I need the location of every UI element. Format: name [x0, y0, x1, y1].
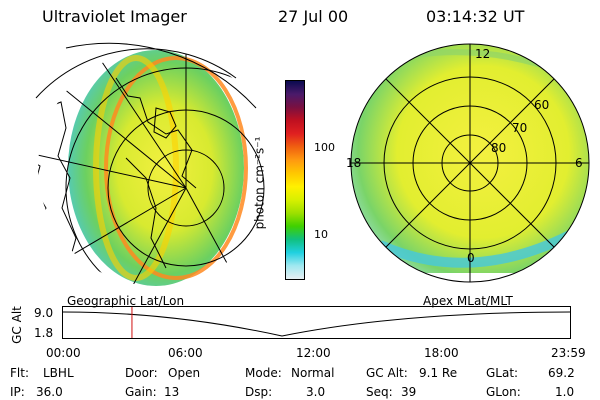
mlat-label-80: 80 [491, 141, 507, 155]
timeline-ytick-high: 9.0 [34, 306, 54, 320]
mode-label: Mode: [245, 366, 282, 380]
mlat-label-60: 60 [534, 98, 550, 112]
time-label: 03:14:32 UT [426, 7, 525, 26]
glat-value: 69.2 [548, 366, 575, 380]
colorbar-tick-10: 10 [314, 228, 328, 241]
mlt-label-12: 12 [475, 47, 491, 61]
timeline-xtick-1800: 18:00 [424, 346, 459, 360]
mode-value: Normal [291, 366, 335, 380]
aurora-disc [68, 50, 244, 286]
ip-value: 36.0 [36, 385, 63, 399]
dsp-label: Dsp: [245, 385, 273, 399]
timeline-xtick-2359: 23:59 [551, 346, 586, 360]
geographic-caption: Geographic Lat/Lon [67, 294, 185, 308]
glat-label: GLat: [486, 366, 519, 380]
mlat-label-70: 70 [512, 121, 528, 135]
door-value: Open [168, 366, 201, 380]
timeline-xtick-0000: 00:00 [46, 346, 81, 360]
timeline-xtick-0600: 06:00 [168, 346, 203, 360]
glon-value: 1.0 [555, 385, 575, 399]
mlt-label-0: 0 [467, 251, 475, 265]
dsp-value: 3.0 [306, 385, 326, 399]
mlt-label-18: 18 [346, 156, 362, 170]
glon-label: GLon: [486, 385, 521, 399]
mlt-label-6: 6 [575, 156, 583, 170]
door-label: Door: [125, 366, 158, 380]
seq-value: 39 [401, 385, 417, 399]
seq-label: Seq: [366, 385, 393, 399]
polar-mlat-mlt-plot [350, 43, 590, 283]
altitude-timeline [62, 306, 571, 339]
gcalt-value: 9.1 Re [419, 366, 458, 380]
ip-label: IP: [10, 385, 25, 399]
timeline-ylabel: GC Alt [9, 306, 24, 344]
date-label: 27 Jul 00 [278, 7, 349, 26]
apex-caption: Apex MLat/MLT [423, 294, 513, 308]
filter-label: Flt: [10, 366, 29, 380]
colorbar [285, 80, 305, 280]
gain-label: Gain: [125, 385, 157, 399]
instrument-title: Ultraviolet Imager [42, 7, 187, 26]
timeline-xtick-1200: 12:00 [296, 346, 331, 360]
timeline-ytick-low: 1.8 [34, 326, 54, 340]
gain-value: 13 [164, 385, 180, 399]
gcalt-label: GC Alt: [366, 366, 408, 380]
filter-value: LBHL [43, 366, 74, 380]
colorbar-tick-100: 100 [314, 141, 335, 154]
colorbar-unit-label: photon cm⁻²s⁻¹ [252, 136, 267, 230]
geographic-image [35, 42, 266, 286]
